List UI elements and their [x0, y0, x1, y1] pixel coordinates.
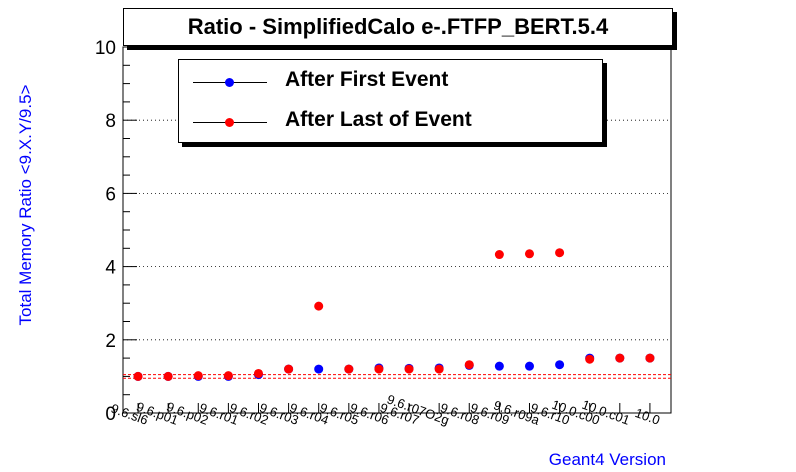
data-point-last-event [284, 364, 294, 374]
data-point-last-event [344, 364, 354, 374]
legend-marker-last [225, 118, 234, 127]
data-point-last-event [223, 371, 233, 381]
data-point-last-event [524, 249, 534, 259]
data-point-last-event [404, 364, 414, 374]
x-tick-label: 10.0 [633, 405, 662, 428]
data-point-last-event [374, 364, 384, 374]
chart-title: Ratio - SimplifiedCalo e-.FTFP_BERT.5.4 [123, 8, 673, 46]
legend: After First Event After Last of Event [178, 59, 603, 143]
data-point-last-event [585, 354, 595, 364]
data-point-last-event [314, 301, 324, 311]
data-point-last-event [253, 368, 263, 378]
data-point-last-event [494, 250, 504, 260]
data-point-last-event [193, 371, 203, 381]
y-axis-label: Total Memory Ratio <9.X.Y/9.5> [16, 84, 35, 326]
y-tick-label: 4 [105, 258, 116, 279]
legend-entry-last-event: After Last of Event [179, 102, 602, 142]
data-point-first-event [494, 361, 504, 371]
data-point-first-event [524, 361, 534, 371]
data-point-last-event [133, 371, 143, 381]
y-tick-label: 6 [105, 184, 116, 205]
y-tick-label: 8 [105, 111, 116, 132]
data-point-last-event [615, 353, 625, 363]
legend-label-first: After First Event [285, 68, 449, 91]
x-axis-label: Geant4 Version [548, 450, 666, 469]
y-tick-label: 2 [105, 331, 116, 352]
y-tick-label: 0 [105, 404, 116, 425]
legend-entry-first-event: After First Event [179, 62, 602, 102]
data-point-last-event [555, 248, 565, 258]
data-point-last-event [163, 371, 173, 381]
y-tick-label: 10 [95, 38, 116, 59]
legend-marker-first [225, 78, 234, 87]
data-point-last-event [645, 353, 655, 363]
data-point-first-event [555, 360, 565, 370]
data-point-last-event [464, 360, 474, 370]
data-point-last-event [434, 364, 444, 374]
legend-label-last: After Last of Event [285, 108, 472, 131]
data-point-first-event [314, 364, 324, 374]
